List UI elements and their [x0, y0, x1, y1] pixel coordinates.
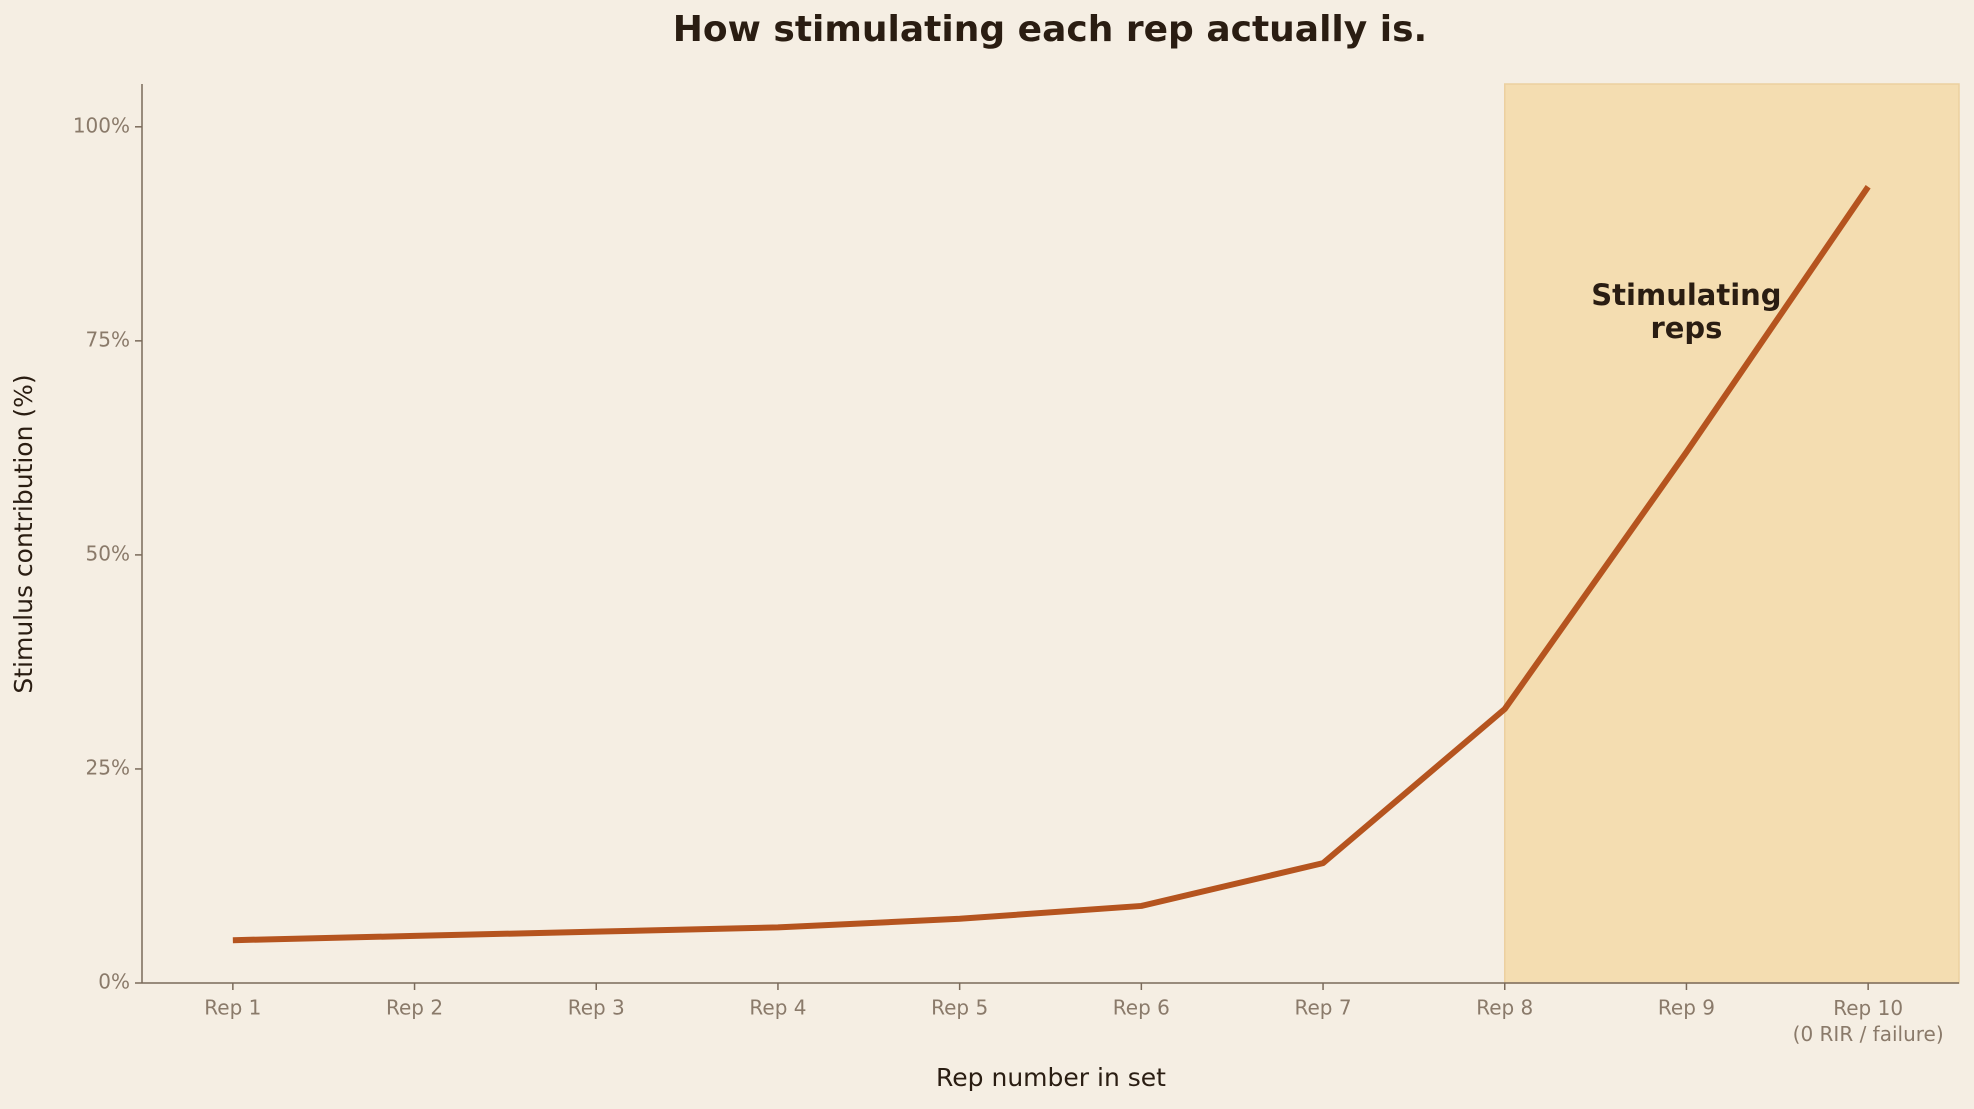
y-tick-label: 0%	[98, 970, 130, 994]
annotation: Stimulating reps	[1591, 278, 1781, 345]
x-tick-label: Rep 8	[1476, 996, 1533, 1020]
x-axis-label: Rep number in set	[936, 1063, 1166, 1092]
y-tick-label: 25%	[86, 755, 130, 779]
chart-title: How stimulating each rep actually is.	[673, 9, 1427, 50]
x-tick-label: Rep 7	[1295, 996, 1352, 1020]
x-tick-label: Rep 1	[204, 996, 261, 1020]
x-tick-label: Rep 6	[1113, 996, 1170, 1020]
data-line	[232, 185, 1871, 944]
x-tick-label: Rep 9	[1658, 996, 1715, 1020]
x-tick-label: Rep 2	[386, 996, 443, 1020]
x-tick-label: Rep 5	[931, 996, 988, 1020]
x-tick-label: Rep 4	[749, 996, 806, 1020]
x-tick-label: Rep 10 (0 RIR / failure)	[1793, 996, 1944, 1046]
highlight-region	[1504, 83, 1960, 984]
y-tick-label: 50%	[86, 541, 130, 565]
y-tick-label: 75%	[86, 327, 130, 351]
y-tick-label: 100%	[73, 113, 130, 137]
x-tick-label: Rep 3	[568, 996, 625, 1020]
y-axis-label: Stimulus contribution (%)	[9, 374, 38, 693]
